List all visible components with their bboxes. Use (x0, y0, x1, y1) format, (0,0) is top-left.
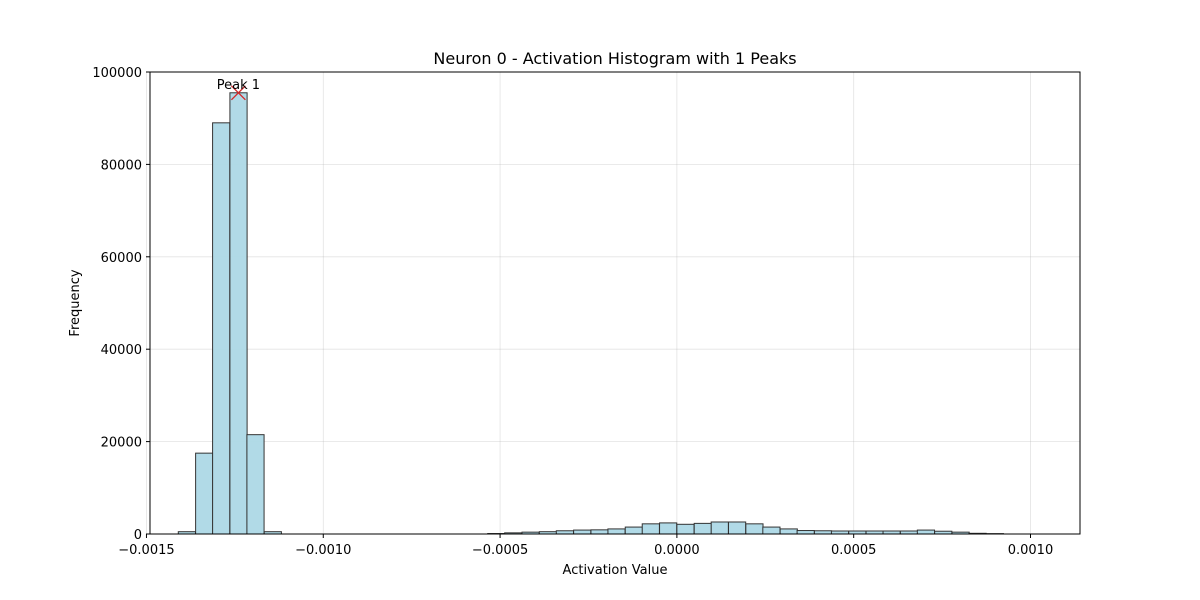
histogram-bar (728, 521, 747, 535)
y-tick-label: 60000 (101, 251, 142, 266)
x-axis-label: Activation Value (563, 563, 668, 578)
histogram-bar (745, 523, 764, 535)
histogram-bar (246, 434, 265, 535)
histogram-bar (607, 528, 626, 535)
histogram-bar (229, 92, 248, 535)
chart-title: Neuron 0 - Activation Histogram with 1 P… (433, 49, 796, 68)
x-tick-label: 0.0005 (831, 543, 877, 558)
peak-label: Peak 1 (217, 78, 260, 93)
x-tick-label: −0.0010 (295, 543, 351, 558)
histogram-bar (779, 528, 798, 535)
plot-frame (149, 71, 1081, 535)
x-tick-label: 0.0010 (1008, 543, 1054, 558)
histogram-bar (676, 523, 695, 535)
y-tick-label: 80000 (101, 158, 142, 173)
histogram-bar (796, 530, 815, 535)
y-tick-label: 0 (134, 528, 142, 543)
histogram-bar (641, 523, 660, 535)
histogram-bar (624, 526, 643, 535)
histogram-bar (195, 452, 214, 535)
y-tick-label: 40000 (101, 343, 142, 358)
y-tick-label: 20000 (101, 436, 142, 451)
y-tick-label: 100000 (92, 66, 142, 81)
histogram-bar (916, 529, 936, 535)
x-tick-label: −0.0005 (472, 543, 528, 558)
histogram-bar (590, 529, 609, 535)
histogram-bar (212, 122, 231, 535)
x-tick-label: −0.0015 (118, 543, 174, 558)
x-tick-label: 0.0000 (654, 543, 700, 558)
peak-marker (230, 85, 246, 101)
histogram-bar (693, 522, 712, 535)
histogram-bar (762, 526, 781, 535)
y-axis-label: Frequency (68, 269, 83, 336)
histogram-bar (659, 522, 678, 535)
peak-layer: Peak 1 (217, 78, 260, 101)
histogram-bar (710, 521, 729, 535)
histogram-bar (573, 529, 592, 535)
grid-layer (146, 71, 1080, 535)
bars-layer (177, 92, 1004, 535)
ticks-layer: −0.0015 −0.0010 −0.0005 0.0000 0.0005 0.0010 0… (92, 66, 1053, 558)
